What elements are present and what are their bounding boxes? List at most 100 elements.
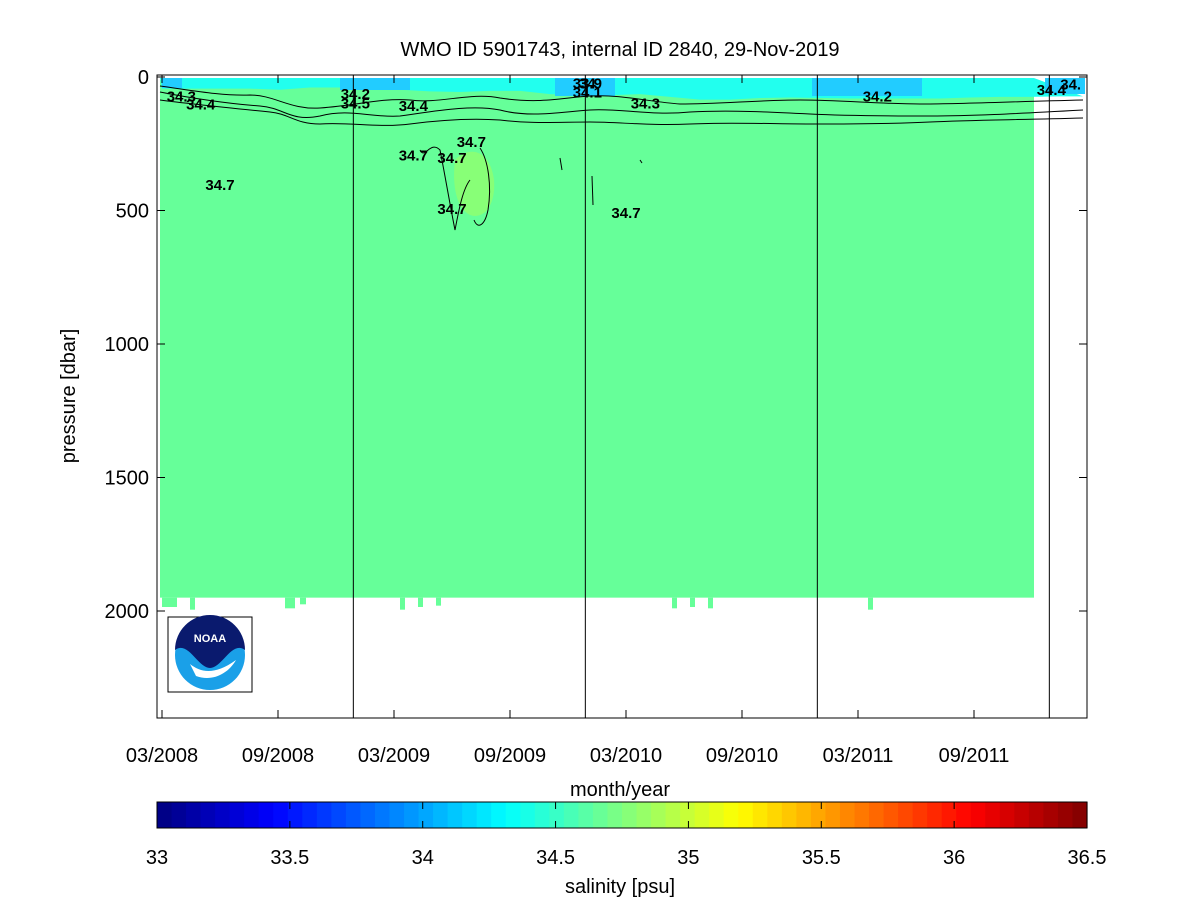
colorbar-segment <box>1014 802 1030 828</box>
colorbar-segment <box>476 802 492 828</box>
colorbar-segment <box>374 802 391 828</box>
colorbar-segment <box>883 802 899 828</box>
contour-label: 34.7 <box>399 147 428 164</box>
noaa-logo-icon: NOAA <box>167 615 253 693</box>
contour-label: 34.7 <box>437 150 466 167</box>
contour-label: 34.7 <box>611 205 640 222</box>
colorbar-segment <box>578 802 594 828</box>
contour-line <box>159 99 1084 126</box>
colorbar-segment <box>186 802 202 828</box>
colorbar-segment <box>447 802 463 828</box>
colorbar-segment <box>1043 802 1059 828</box>
year-boundary-lines <box>352 75 1050 718</box>
colorbar-segment <box>563 802 580 828</box>
y-tick-label: 0 <box>138 67 149 89</box>
colorbar-ticks: 33 33.5 34 34.5 35 35.5 36 36.5 <box>146 802 1107 869</box>
colorbar-tick-label: 33 <box>146 847 168 869</box>
contour-label: 34.4 <box>1037 82 1067 99</box>
colorbar-segment <box>941 802 957 828</box>
y-axis-label: pressure [dbar] <box>58 329 80 464</box>
x-axis-label: month/year <box>570 779 670 801</box>
profile-extension <box>300 597 306 605</box>
deep-water-field <box>160 80 1034 598</box>
colorbar-segment <box>549 802 565 828</box>
contour-line <box>419 146 471 231</box>
colorbar-segment <box>331 802 347 828</box>
colorbar-segment <box>738 802 754 828</box>
colorbar-segment <box>927 802 943 828</box>
colorbar-segment <box>229 802 245 828</box>
contour-label: 34.2 <box>863 89 892 106</box>
colorbar-segment <box>491 802 507 828</box>
colorbar-segment <box>898 802 914 828</box>
chart-title: WMO ID 5901743, internal ID 2840, 29-Nov… <box>400 39 839 61</box>
x-tick-label: 09/2010 <box>706 745 778 767</box>
colorbar-label: salinity [psu] <box>565 876 675 898</box>
colorbar-segment <box>607 802 623 828</box>
colorbar-segment <box>636 802 652 828</box>
colorbar-frame <box>156 801 1088 829</box>
colorbar-segment <box>389 802 405 828</box>
colorbar-segment <box>418 802 434 828</box>
colorbar-segment <box>316 802 332 828</box>
colorbar-segment <box>680 802 696 828</box>
colorbar-segment <box>534 802 550 828</box>
noaa-logo-text: NOAA <box>194 633 226 645</box>
contour-labels: 34.334.434.734.234.5 34.434.7 34.734.734.7… <box>167 75 1081 221</box>
x-tick-label: 03/2008 <box>126 745 198 767</box>
colorbar-segment <box>345 802 362 828</box>
fresh-surface-patch <box>812 78 922 96</box>
x-tick-label: 09/2008 <box>242 745 314 767</box>
contour-label: 34.7 <box>457 134 486 151</box>
colorbar-segment <box>258 802 274 828</box>
x-tick-label: 03/2009 <box>358 745 430 767</box>
profile-extension <box>708 597 713 609</box>
contour-line <box>591 175 594 206</box>
colorbar <box>157 802 1088 828</box>
contour-line <box>473 147 491 226</box>
colorbar-segment <box>404 802 420 828</box>
colorbar-segment <box>723 802 739 828</box>
colorbar-segment <box>1057 802 1074 828</box>
colorbar-segment <box>999 802 1015 828</box>
colorbar-segment <box>665 802 681 828</box>
fresh-surface-patch <box>340 78 410 90</box>
colorbar-tick-label: 35 <box>677 847 699 869</box>
colorbar-tick-label: 36.5 <box>1068 847 1107 869</box>
colorbar-segment <box>694 802 710 828</box>
contour-line <box>559 157 563 171</box>
profile-extension <box>418 597 423 607</box>
colorbar-segment <box>912 802 928 828</box>
contour-label: 34.4 <box>186 97 216 114</box>
colorbar-segment <box>505 802 521 828</box>
colorbar-tick-label: 34.5 <box>536 847 575 869</box>
colorbar-segment <box>287 802 303 828</box>
colorbar-segment <box>244 802 260 828</box>
colorbar-segment <box>433 802 449 828</box>
colorbar-segment <box>752 802 768 828</box>
colorbar-segment <box>360 802 376 828</box>
colorbar-segment <box>592 802 609 828</box>
colorbar-segment <box>215 802 231 828</box>
contour-label: 34. <box>1060 77 1081 94</box>
x-tick-label: 09/2009 <box>474 745 546 767</box>
contour-label: 34.4 <box>399 98 429 115</box>
colorbar-segment <box>796 802 812 828</box>
colorbar-segment <box>157 802 173 828</box>
fresh-surface-patch <box>1045 78 1085 94</box>
x-tick-label: 09/2011 <box>939 745 1010 767</box>
colorbar-segment <box>956 802 972 828</box>
colorbar-segment <box>810 802 827 828</box>
x-tick-label: 03/2011 <box>823 745 894 767</box>
colorbar-tick-label: 36 <box>943 847 965 869</box>
colorbar-segment <box>709 802 725 828</box>
contour-label: 34.3 <box>631 95 660 112</box>
x-axis-ticks: 03/2008 09/2008 03/2009 09/2009 03/2010 09/20… <box>126 75 1010 767</box>
colorbar-segment <box>825 802 841 828</box>
salinity-contours <box>159 85 1084 231</box>
contour-line <box>159 85 1084 109</box>
profile-extension <box>868 597 873 610</box>
x-tick-label: 03/2010 <box>590 745 662 767</box>
contour-label: 34.5 <box>341 95 370 112</box>
